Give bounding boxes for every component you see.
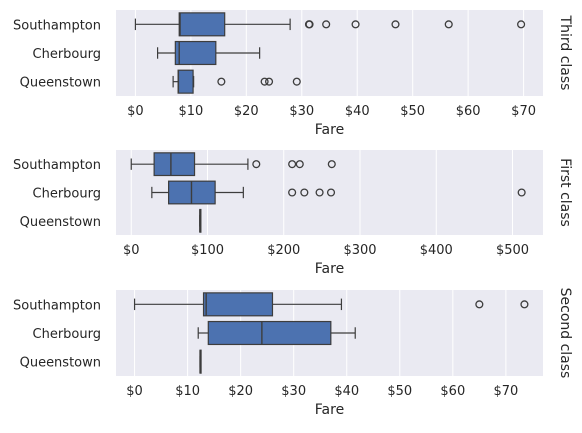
outlier-point [444, 20, 453, 29]
outlier-point [517, 188, 526, 197]
x-tick-label: $0 [126, 384, 143, 399]
outlier-point [292, 77, 301, 86]
x-tick-label: $10 [178, 104, 203, 119]
box-queenstown [177, 69, 194, 94]
x-tick-label: $30 [281, 384, 306, 399]
outlier-point [288, 188, 297, 197]
facet-label-first-class: First class [557, 158, 573, 227]
x-tick-label: $100 [191, 243, 224, 258]
x-tick-label: $50 [387, 384, 412, 399]
x-tick-label: $70 [493, 384, 518, 399]
panel-third-class: $0 $10 $20 $30 $40 $50 $60 $70 Fare Third class So… [13, 10, 573, 138]
x-tick-label: $300 [343, 243, 376, 258]
outlier-point [217, 77, 226, 86]
x-tick-label: $70 [511, 104, 536, 119]
box-southampton [153, 152, 196, 177]
box-southampton [178, 12, 226, 37]
box-southampton [202, 292, 274, 317]
x-axis-label: Fare [315, 261, 344, 277]
x-tick-label: $500 [496, 243, 529, 258]
panel-first-class: $0 $100 $200 $300 $400 $500 Fare First class Sou… [13, 150, 573, 277]
x-tick-label: $40 [345, 104, 370, 119]
x-tick-label: $60 [440, 384, 465, 399]
y-category-label: Queenstown [20, 215, 101, 230]
outlier-point [326, 188, 336, 197]
facet-label-third-class: Third class [557, 15, 573, 91]
facet-label-second-class: Second class [557, 288, 573, 379]
y-category-label: Queenstown [20, 76, 101, 91]
x-tick-label: $0 [127, 104, 144, 119]
x-tick-label: $50 [400, 104, 425, 119]
y-category-label: Southampton [13, 158, 101, 173]
outlier-point [260, 77, 269, 86]
x-tick-label: $40 [334, 384, 359, 399]
x-tick-label: $30 [289, 104, 314, 119]
panel-second-class: $0 $10 $20 $30 $40 $50 $60 $70 Fare Second class S… [13, 288, 573, 418]
x-tick-label: $0 [123, 243, 140, 258]
y-category-label: Queenstown [20, 356, 101, 371]
x-tick-label: $200 [267, 243, 300, 258]
outlier-point [315, 188, 324, 197]
y-category-label: Cherbourg [33, 327, 101, 342]
x-tick-label: $20 [234, 104, 259, 119]
outlier-point [265, 77, 274, 86]
box-cherbourg [207, 320, 332, 346]
outlier-point [391, 20, 400, 29]
outlier-point [252, 160, 261, 169]
outlier-point [305, 20, 314, 29]
x-tick-label: $60 [456, 104, 481, 119]
y-category-label: Cherbourg [33, 187, 101, 202]
outlier-point [351, 20, 360, 29]
outlier-point [295, 160, 304, 169]
outlier-point [520, 300, 529, 309]
y-category-label: Southampton [13, 18, 101, 33]
x-axis-label: Fare [315, 122, 344, 138]
outlier-point [322, 20, 331, 29]
x-tick-label: $10 [175, 384, 200, 399]
box-cherbourg [174, 40, 217, 66]
outlier-point [475, 300, 484, 309]
outlier-point [288, 160, 297, 169]
y-category-label: Southampton [13, 298, 101, 313]
outlier-point [327, 160, 336, 169]
x-axis-label: Fare [315, 402, 344, 418]
x-tick-label: $400 [420, 243, 453, 258]
outlier-point [517, 20, 526, 29]
outlier-point [300, 188, 309, 197]
y-category-label: Cherbourg [33, 47, 101, 62]
x-tick-label: $20 [228, 384, 253, 399]
